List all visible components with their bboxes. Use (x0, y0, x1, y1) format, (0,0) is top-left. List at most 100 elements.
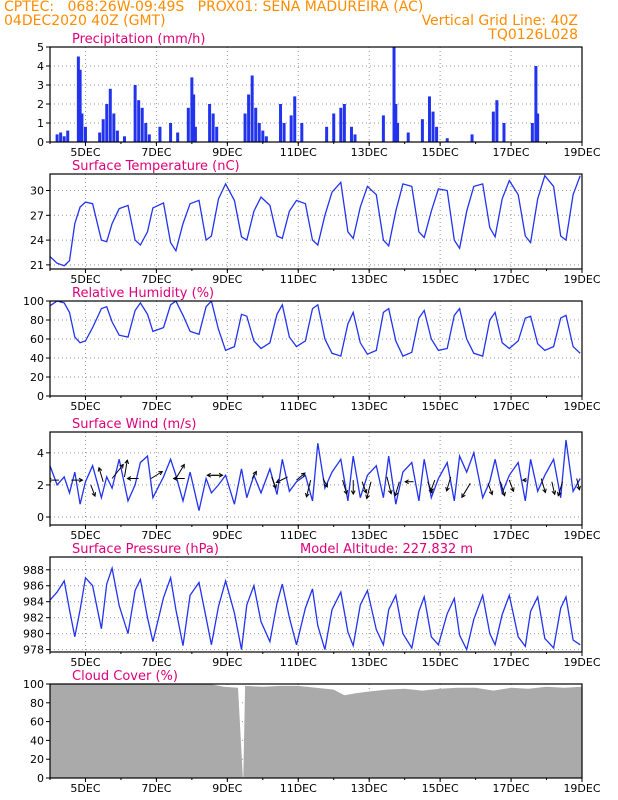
x-tick-label: 7DEC (141, 146, 171, 159)
y-tick-label: 40 (30, 734, 44, 747)
x-tick-label: 7DEC (141, 400, 171, 413)
x-tick-label: 13DEC (351, 782, 388, 795)
x-tick-label: 19DEC (563, 400, 600, 413)
plot-area (50, 439, 581, 511)
x-tick-label: 5DEC (70, 782, 100, 795)
precip-bar (169, 123, 173, 142)
y-tick-label: 27 (30, 209, 44, 222)
y-tick-label: 0 (37, 772, 44, 785)
precip-bar (406, 132, 410, 142)
precip-bar (215, 126, 219, 142)
x-tick-label: 9DEC (212, 273, 242, 286)
precip-bar (137, 100, 141, 142)
x-tick-label: 15DEC (422, 400, 459, 413)
x-tick-label: 19DEC (563, 273, 600, 286)
y-tick-label: 0 (37, 136, 44, 149)
x-tick-label: 13DEC (351, 146, 388, 159)
wind-arrow (540, 478, 547, 494)
precip-bar (279, 104, 283, 142)
wind-arrow (296, 472, 306, 481)
x-tick-label: 19DEC (563, 146, 600, 159)
panel-title: Cloud Cover (%) (72, 669, 178, 684)
precip-bar (243, 113, 247, 142)
panel-title: Surface Pressure (hPa) (72, 542, 219, 557)
x-tick-label: 7DEC (141, 529, 171, 542)
wind-arrow (393, 481, 400, 497)
x-tick-label: 9DEC (212, 400, 242, 413)
x-tick-label: 15DEC (422, 273, 459, 286)
y-tick-label: 80 (30, 697, 44, 710)
y-tick-label: 100 (23, 678, 44, 691)
x-tick-label: 7DEC (141, 656, 171, 669)
wind-arrow (71, 477, 84, 483)
y-tick-label: 0 (37, 511, 44, 524)
y-tick-label: 20 (30, 371, 44, 384)
x-tick-label: 15DEC (422, 782, 459, 795)
x-tick-label: 11DEC (280, 656, 317, 669)
x-tick-label: 17DEC (493, 529, 530, 542)
precip-bar (122, 136, 126, 142)
panel-frame (49, 46, 583, 143)
precip-bar (293, 96, 297, 142)
y-tick-label: 988 (23, 564, 44, 577)
precip-bar (530, 123, 534, 142)
x-tick-label: 13DEC (351, 400, 388, 413)
precip-bar (342, 104, 346, 142)
y-tick-label: 100 (23, 295, 44, 308)
wind-arrow (487, 483, 494, 496)
precip-bar (105, 104, 109, 142)
x-tick-label: 7DEC (141, 782, 171, 795)
y-tick-label: 80 (30, 314, 44, 327)
wind-arrow (350, 480, 356, 496)
precip-bar (332, 113, 336, 142)
y-tick-label: 30 (30, 185, 44, 198)
x-tick-label: 5DEC (70, 146, 100, 159)
wind-arrow (342, 479, 349, 496)
cloud-area (50, 684, 582, 778)
y-tick-label: 5 (37, 41, 44, 54)
y-tick-label: 60 (30, 716, 44, 729)
precip-bar (112, 113, 116, 142)
x-tick-label: 9DEC (212, 529, 242, 542)
x-tick-label: 5DEC (70, 400, 100, 413)
precip-bar (536, 113, 540, 142)
x-tick-label: 7DEC (141, 273, 171, 286)
panel-frame (49, 683, 583, 779)
y-tick-label: 2 (37, 479, 44, 492)
panel-frame (49, 556, 583, 653)
x-tick-label: 11DEC (280, 400, 317, 413)
wind-arrow (508, 479, 515, 493)
series-line (50, 301, 581, 357)
x-tick-label: 17DEC (493, 782, 530, 795)
wind-arrow (126, 476, 139, 481)
precip-bar (445, 138, 449, 142)
series-line (50, 565, 581, 652)
precip-bar (208, 104, 212, 142)
panel-frame (49, 431, 583, 526)
wind-arrow (576, 478, 581, 491)
model-id: TQ0126L028 (488, 27, 578, 43)
precip-bar (289, 115, 293, 142)
precip-bar (349, 126, 353, 142)
y-tick-label: 21 (30, 259, 44, 272)
panel-6: 0 20 40 60 80 100 5DEC 7DEC 9DEC 11DEC 13DEC 15DEC 1… (23, 669, 601, 795)
precip-bar (108, 88, 112, 142)
x-tick-label: 5DEC (70, 529, 100, 542)
precip-bar (247, 94, 251, 142)
x-tick-label: 9DEC (212, 146, 242, 159)
x-tick-label: 17DEC (493, 273, 530, 286)
y-tick-label: 24 (30, 234, 44, 247)
precip-bar (211, 113, 215, 142)
panel-5: 978 980 982 984 986 988 5DEC 7DEC 9DEC 11DEC 13DEC… (23, 542, 601, 669)
wind-arrow (275, 476, 288, 484)
wind-arrow (551, 481, 557, 496)
panel-title: Surface Wind (m/s) (72, 417, 196, 432)
series-line (50, 439, 581, 511)
wind-arrow (271, 476, 277, 490)
wind-arrow (150, 470, 164, 479)
x-tick-label: 11DEC (280, 529, 317, 542)
precip-bar (147, 134, 151, 142)
precip-bar (176, 132, 180, 142)
wind-arrow (461, 483, 471, 499)
wind-arrow (556, 481, 563, 497)
